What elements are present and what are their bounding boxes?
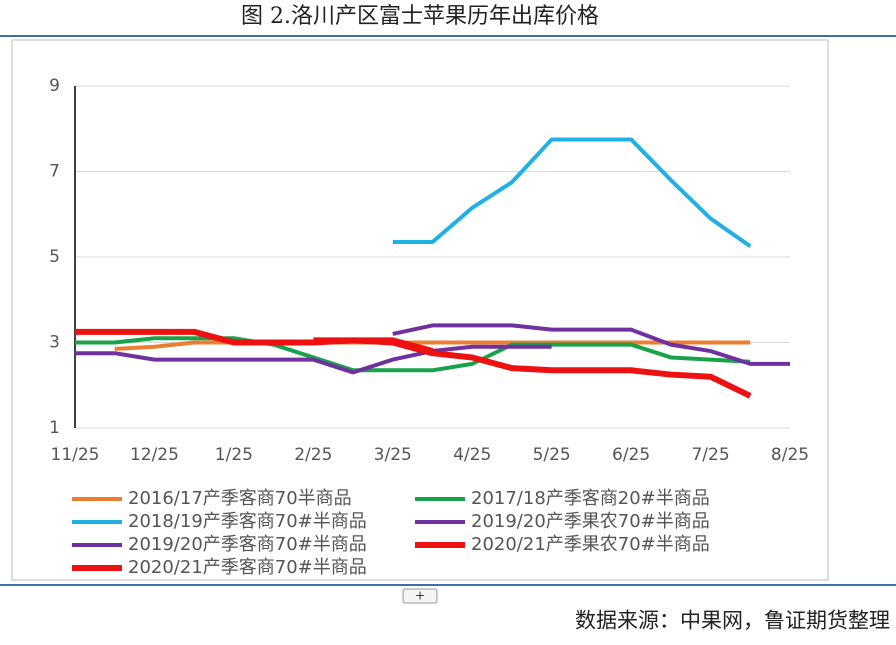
y-tick-label: 7 [49,162,60,182]
series-line [75,336,751,373]
x-tick-label: 6/25 [612,445,650,465]
button-label[interactable]: + [415,589,425,603]
series-line [114,340,751,351]
y-tick-label: 5 [49,247,60,267]
chart-title: 图 2.洛川产区富士苹果历年出库价格 [241,4,599,29]
button-frame[interactable] [402,588,438,604]
series-line [75,344,552,375]
series-line [392,137,752,248]
legend-label: 2018/19产季客商70#半商品 [128,511,367,532]
x-tick-label: 11/25 [51,445,100,465]
legend-label: 2019/20产季客商70#半商品 [128,534,367,555]
series-line [392,323,790,366]
x-tick-label: 8/25 [771,445,809,465]
legend-label: 2020/21产季客商70#半商品 [128,557,367,578]
x-tick-label: 5/25 [533,445,571,465]
source-note: 数据来源：中果网，鲁证期货整理 [575,609,890,633]
legend-label: 2020/21产季果农70#半商品 [471,534,710,555]
x-tick-label: 4/25 [453,445,491,465]
x-tick-label: 3/25 [374,445,412,465]
legend-label: 2019/20产季果农70#半商品 [471,511,710,532]
legend-label: 2016/17产季客商70半商品 [128,488,352,509]
x-tick-label: 7/25 [691,445,729,465]
expand-button[interactable]: + [402,588,438,604]
y-tick-label: 3 [49,333,60,353]
chart-frame [11,39,829,581]
legend-label: 2017/18产季客商20#半商品 [471,488,710,509]
series-line [75,328,752,399]
x-tick-label: 12/25 [130,445,179,465]
y-tick-label: 1 [49,418,60,438]
y-tick-label: 9 [49,76,60,96]
x-tick-label: 2/25 [294,445,332,465]
x-tick-label: 1/25 [215,445,253,465]
